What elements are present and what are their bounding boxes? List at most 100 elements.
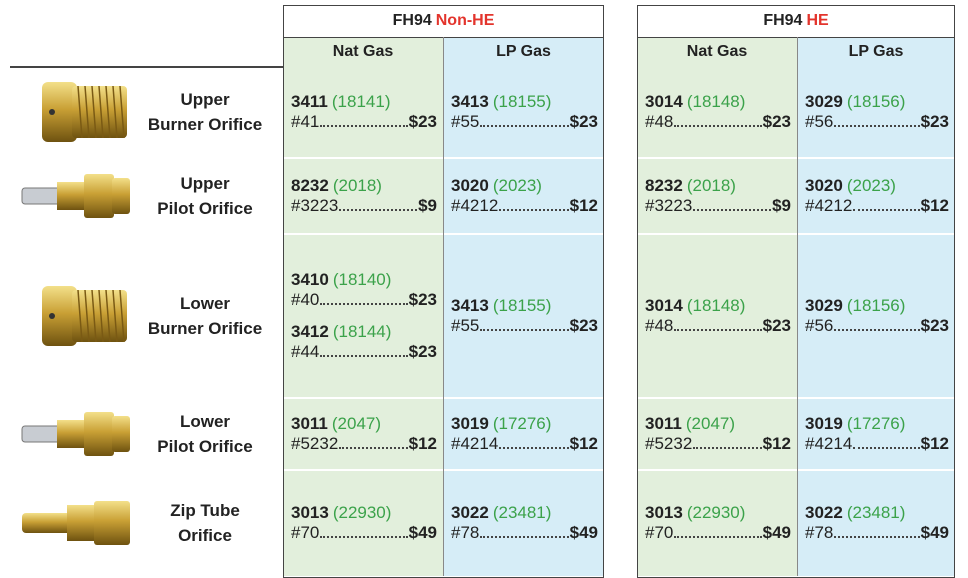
alt-number: (18156) [847, 296, 906, 315]
price: $12 [921, 196, 949, 216]
alt-number: (18156) [847, 92, 906, 111]
dot-leader [853, 209, 919, 211]
part-number: 3022 [805, 503, 843, 522]
row-label-line: Pilot Orifice [157, 196, 252, 222]
price-cell: 3020(2023)#4212$12 [797, 158, 955, 234]
part-photo [12, 162, 142, 230]
dot-leader [834, 125, 919, 127]
part-item: 8232(2018)#3223$9 [291, 176, 437, 216]
part-item: 3014(18148)#48$23 [645, 296, 791, 336]
part-number: 3029 [805, 296, 843, 315]
part-item: 3013(22930)#70$49 [645, 503, 791, 543]
part-item: 3413(18155) #55 $23 [451, 296, 598, 336]
alt-number: (2018) [333, 176, 382, 195]
orifice-size: #4214 [451, 434, 498, 454]
part-line: 3029(18156) [805, 92, 949, 112]
part-number: 3413 [451, 296, 489, 315]
alt-number: (17276) [493, 414, 552, 433]
part-item: 3413(18155)#55$23 [451, 92, 598, 132]
part-item: 3022(23481)#78$49 [451, 503, 598, 543]
row-label: LowerBurner Orifice [140, 234, 270, 398]
part-number: 3411 [291, 92, 328, 111]
price-cell: 3413(18155)#55$23 [443, 66, 604, 158]
size-price-line: #56$23 [805, 316, 949, 336]
dot-leader [674, 536, 761, 538]
part-line: 3011(2047) [291, 414, 437, 434]
part-line: 3020(2023) [451, 176, 598, 196]
price-cell: 3011(2047)#5232$12 [283, 398, 443, 470]
part-line: 3022(23481) [805, 503, 949, 523]
part-number: 3014 [645, 92, 683, 111]
price: $23 [409, 290, 437, 310]
part-number: 3020 [451, 176, 489, 195]
part-number: 3019 [451, 414, 489, 433]
orifice-size: #78 [805, 523, 833, 543]
alt-number: (22930) [333, 503, 392, 522]
size-price-line: #4214 $12 [451, 434, 598, 454]
part-number: 3020 [805, 176, 843, 195]
size-price-line: #48$23 [645, 316, 791, 336]
part-item: 3011(2047)#5232$12 [645, 414, 791, 454]
parts-table: FH94Non-HENat GasLP GasFH94HENat GasLP G… [0, 0, 968, 576]
part-number: 3011 [645, 414, 682, 433]
size-price-line: #3223$9 [291, 196, 437, 216]
part-item: 3412(18144)#44$23 [291, 322, 437, 362]
dot-leader [480, 536, 568, 538]
price-cell: 3029(18156)#56$23 [797, 66, 955, 158]
dot-leader [834, 329, 919, 331]
price-cell: 3029(18156)#56$23 [797, 234, 955, 398]
size-price-line: #78$49 [805, 523, 949, 543]
part-item: 3013(22930)#70$49 [291, 503, 437, 543]
row-label-line: Upper [180, 87, 229, 113]
orifice-size: #70 [645, 523, 673, 543]
part-item: 3011(2047)#5232$12 [291, 414, 437, 454]
price: $12 [921, 434, 949, 454]
price-cell: 3014(18148)#48$23 [637, 66, 797, 158]
part-item: 3014(18148)#48$23 [645, 92, 791, 132]
part-line: 3029(18156) [805, 296, 949, 316]
part-item: 3029(18156)#56$23 [805, 296, 949, 336]
part-line: 3022(23481) [451, 503, 598, 523]
orifice-size: #55 [451, 112, 479, 132]
orifice-size: #55 [451, 316, 479, 336]
size-price-line: #4212 $12 [805, 196, 949, 216]
part-line: 3412(18144) [291, 322, 437, 342]
orifice-size: #40 [291, 290, 319, 310]
size-price-line: #70 $49 [645, 523, 791, 543]
price-cell: 3011(2047)#5232$12 [637, 398, 797, 470]
size-price-line: #78$49 [451, 523, 598, 543]
dot-leader [320, 125, 407, 127]
part-item: 8232(2018)#3223$9 [645, 176, 791, 216]
alt-number: (18155) [493, 296, 552, 315]
part-number: 8232 [645, 176, 683, 195]
orifice-size: #4214 [805, 434, 852, 454]
price: $49 [409, 523, 437, 543]
size-price-line: #4212$12 [451, 196, 598, 216]
price: $12 [409, 434, 437, 454]
part-number: 3410 [291, 270, 329, 289]
alt-number: (18148) [687, 296, 746, 315]
alt-number: (2047) [332, 414, 381, 433]
part-item: 3411(18141)#41$23 [291, 92, 437, 132]
size-price-line: #41$23 [291, 112, 437, 132]
price: $9 [772, 196, 791, 216]
part-line: 8232(2018) [645, 176, 791, 196]
price: $23 [921, 112, 949, 132]
dot-leader [674, 125, 761, 127]
part-item: 3020(2023)#4212$12 [451, 176, 598, 216]
part-line: 3413(18155) [451, 92, 598, 112]
dot-leader [320, 303, 407, 305]
price: $49 [763, 523, 791, 543]
orifice-size: #4212 [805, 196, 852, 216]
dot-leader [339, 447, 407, 449]
price-cell: 3410(18140)#40$233412(18144)#44$23 [283, 234, 443, 398]
row-label-line: Upper [180, 171, 229, 197]
orifice-size: #48 [645, 112, 673, 132]
price: $12 [570, 434, 598, 454]
size-price-line: #40 $23 [291, 290, 437, 310]
row-label-line: Orifice [178, 523, 232, 549]
price: $23 [570, 316, 598, 336]
part-line: 8232(2018) [291, 176, 437, 196]
size-price-line: #56$23 [805, 112, 949, 132]
size-price-line: #5232$12 [645, 434, 791, 454]
